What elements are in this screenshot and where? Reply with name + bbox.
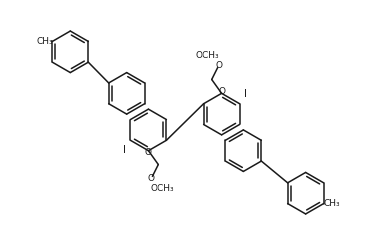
Text: I: I (123, 145, 126, 155)
Text: OCH₃: OCH₃ (196, 51, 219, 60)
Text: O: O (218, 87, 225, 96)
Text: O: O (215, 61, 222, 70)
Text: CH₃: CH₃ (323, 199, 340, 208)
Text: O: O (145, 148, 152, 157)
Text: I: I (244, 89, 247, 99)
Text: CH₃: CH₃ (36, 37, 53, 46)
Text: O: O (148, 174, 155, 183)
Text: OCH₃: OCH₃ (150, 184, 174, 193)
